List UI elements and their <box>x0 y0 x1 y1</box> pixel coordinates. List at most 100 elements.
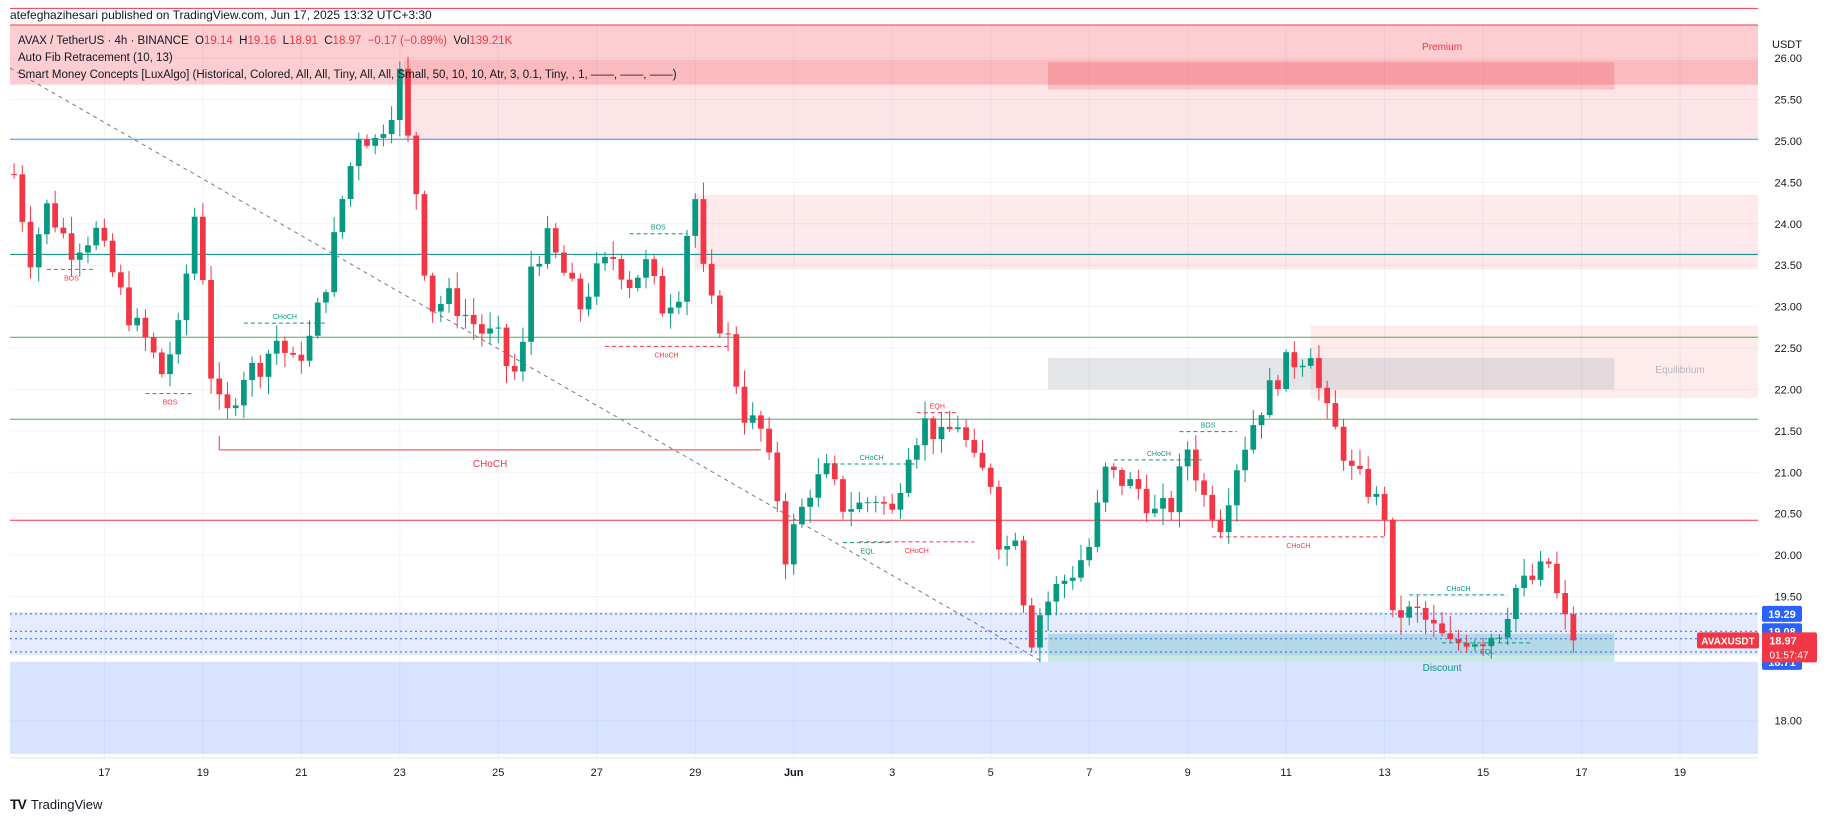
candle-body <box>462 314 469 317</box>
candle-body <box>167 354 173 375</box>
candle-body <box>306 335 313 361</box>
candle-body <box>101 227 108 241</box>
candle-body <box>1143 488 1150 514</box>
indicator-fib-legend[interactable]: Auto Fib Retracement (10, 13) <box>18 52 173 64</box>
candle-body <box>848 509 855 512</box>
candle-body <box>766 428 772 453</box>
candle-body <box>1160 497 1166 509</box>
x-tick-label: 21 <box>295 767 307 779</box>
x-tick-label: 5 <box>988 767 994 779</box>
candle-body <box>142 317 149 338</box>
candle-body <box>454 288 461 317</box>
candle-body <box>708 263 715 296</box>
candle-body <box>372 137 379 146</box>
candle-body <box>782 501 789 565</box>
y-tick-label: 24.50 <box>1774 177 1802 189</box>
market-structure: BOS BOS CHoCH CHoCH BOS CHoCH CHoCH EQH EQL CHoCH… <box>46 225 1533 656</box>
x-tick-label: 17 <box>98 767 110 779</box>
candle-body <box>831 463 838 480</box>
candle-body <box>520 341 526 372</box>
candle-body <box>1078 560 1084 578</box>
price-label-bg <box>1762 605 1802 622</box>
candle-body <box>1184 449 1191 467</box>
structure-label: CHoCH <box>905 548 929 555</box>
candle-body <box>1061 580 1068 584</box>
structure-label: CHoCH <box>273 314 297 321</box>
candle-body <box>1266 380 1273 416</box>
high-label: H <box>239 35 248 47</box>
candle-body <box>930 418 937 440</box>
x-tick-label: 7 <box>1086 767 1092 779</box>
volume-label: Vol <box>453 35 470 47</box>
time-axis: 17 19 21 23 25 27 29 Jun 3 5 7 9 11 13 15 17 19 <box>10 757 1758 779</box>
structure-label: EQH <box>930 404 945 411</box>
candle-body <box>536 263 543 267</box>
candle-body <box>429 275 436 312</box>
candle-body <box>807 497 814 507</box>
symbol-tag: AVAXUSDT <box>1701 636 1755 647</box>
y-tick-label: 20.50 <box>1774 509 1802 521</box>
candle-body <box>421 194 428 276</box>
candle-body <box>1209 494 1216 520</box>
candle-body <box>643 259 649 278</box>
structure-label: CHoCH <box>654 352 678 359</box>
candle-body <box>265 353 272 377</box>
candle-body <box>1119 470 1125 486</box>
candle-body <box>692 199 699 236</box>
symbol-legend[interactable]: AVAX / TetherUS · 4h · BINANCE O19.14 H1… <box>18 35 512 47</box>
candle-body <box>881 501 887 504</box>
candle-body <box>552 228 559 253</box>
x-tick-label: 25 <box>492 767 504 779</box>
candle-body <box>1521 575 1527 588</box>
tradingview-brand[interactable]: TV TradingView <box>10 796 102 812</box>
candle-body <box>1283 352 1289 389</box>
candle-body <box>487 328 493 334</box>
candle-body <box>1414 606 1421 608</box>
candle-body <box>1340 426 1347 461</box>
volume-value: 139.21K <box>469 35 513 47</box>
structure-label: CHoCH <box>1147 451 1171 458</box>
candle-body <box>158 352 165 375</box>
candle-body <box>1069 577 1076 581</box>
price-label: 19.29 <box>1768 609 1796 621</box>
supply-zone-2 <box>695 194 1759 270</box>
candle-body <box>626 279 633 288</box>
low-value: 18.91 <box>289 35 318 47</box>
candle-body <box>1406 606 1413 618</box>
tradingview-wordmark: TradingView <box>30 796 103 812</box>
candle-body <box>1365 468 1372 497</box>
premium-zone <box>10 25 1758 85</box>
candle-body <box>249 362 255 380</box>
symbol-tag-bg <box>1697 632 1759 649</box>
candle-body <box>150 337 157 353</box>
y-tick-label: 21.00 <box>1774 467 1802 479</box>
candle-body <box>44 203 50 235</box>
candle-body <box>355 139 362 167</box>
candle-body <box>684 235 690 302</box>
candle-body <box>659 275 666 314</box>
candle-body <box>1373 493 1380 497</box>
candle-body <box>364 139 370 146</box>
candle-body <box>1135 479 1142 489</box>
indicator-smc-legend[interactable]: Smart Money Concepts [LuxAlgo] (Historic… <box>18 69 677 81</box>
candle-body <box>815 474 822 498</box>
candle-body <box>1258 415 1265 426</box>
candle-body <box>1037 615 1043 648</box>
structure-label: EQL <box>861 549 875 556</box>
candle-body <box>27 221 34 268</box>
candle-body <box>667 307 674 314</box>
candle-body <box>749 415 756 423</box>
candle-body <box>11 174 17 176</box>
x-tick-label: 13 <box>1378 767 1390 779</box>
symbol-name[interactable]: AVAX / TetherUS · 4h · BINANCE <box>18 35 189 47</box>
fib-box <box>10 612 1758 656</box>
candle-body <box>175 320 182 355</box>
candle-body <box>495 327 502 329</box>
candle-body <box>610 256 617 259</box>
candle-body <box>93 227 100 246</box>
candle-body <box>1554 563 1560 594</box>
candle-body <box>76 252 83 260</box>
candle-body <box>60 227 67 234</box>
candle-body <box>840 479 846 512</box>
